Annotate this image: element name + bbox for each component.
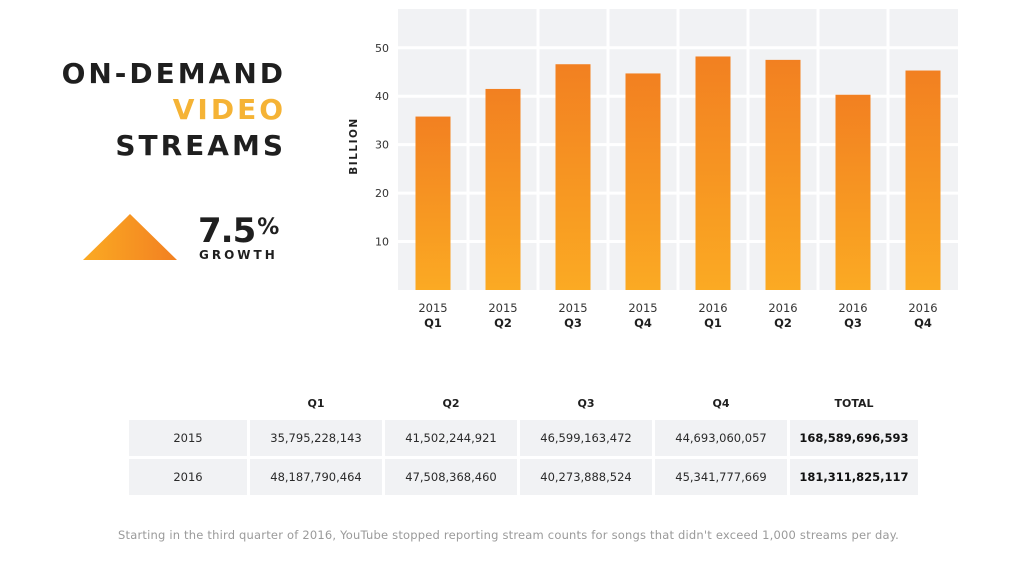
title-line-1: ON-DEMAND xyxy=(61,57,286,90)
table-header-q3: Q3 xyxy=(577,396,595,410)
cell-q3: 46,599,163,472 xyxy=(520,420,652,456)
growth-triangle-icon xyxy=(83,214,177,260)
x-tick-year: 2015 xyxy=(558,301,587,315)
bar xyxy=(415,116,451,290)
cell-q3: 40,273,888,524 xyxy=(520,459,652,495)
x-tick-year: 2016 xyxy=(908,301,937,315)
bar xyxy=(485,88,521,290)
y-tick-label: 40 xyxy=(375,90,389,103)
y-tick-label: 10 xyxy=(375,236,389,249)
x-tick-year: 2015 xyxy=(628,301,657,315)
bar xyxy=(625,73,661,290)
growth-number: 7.5 xyxy=(198,211,256,251)
cell-q2: 47,508,368,460 xyxy=(385,459,517,495)
x-tick-quarter: Q1 xyxy=(704,316,722,330)
bar xyxy=(555,64,591,290)
bar xyxy=(765,59,801,290)
x-tick-quarter: Q2 xyxy=(774,316,792,330)
growth-unit: % xyxy=(257,215,280,240)
table-header-q1: Q1 xyxy=(307,396,325,410)
row-year: 2015 xyxy=(129,420,247,456)
bar xyxy=(835,94,871,290)
x-tick-year: 2016 xyxy=(838,301,867,315)
stream-count-table: Q1 Q2 Q3 Q4 TOTAL 2015 35,795,228,143 41… xyxy=(126,386,921,498)
x-tick-quarter: Q3 xyxy=(564,316,582,330)
x-tick-year: 2015 xyxy=(488,301,517,315)
cell-q1: 35,795,228,143 xyxy=(250,420,382,456)
y-tick-label: 30 xyxy=(375,139,389,152)
x-tick-quarter: Q4 xyxy=(914,316,932,330)
growth-value: 7.5% xyxy=(198,208,279,251)
cell-q4: 44,693,060,057 xyxy=(655,420,787,456)
x-tick-quarter: Q3 xyxy=(844,316,862,330)
x-tick-quarter: Q4 xyxy=(634,316,652,330)
x-tick-quarter: Q1 xyxy=(424,316,442,330)
table-row: 2015 35,795,228,143 41,502,244,921 46,59… xyxy=(129,420,918,456)
x-tick-year: 2016 xyxy=(698,301,727,315)
y-tick-label: 20 xyxy=(375,187,389,200)
title-line-3: STREAMS xyxy=(115,129,286,162)
cell-total: 168,589,696,593 xyxy=(790,420,918,456)
cell-total: 181,311,825,117 xyxy=(790,459,918,495)
table-header-q4: Q4 xyxy=(712,396,730,410)
table-row: 2016 48,187,790,464 47,508,368,460 40,27… xyxy=(129,459,918,495)
y-axis-label: BILLION xyxy=(348,117,360,174)
cell-q2: 41,502,244,921 xyxy=(385,420,517,456)
table-header-row: Q1 Q2 Q3 Q4 TOTAL xyxy=(129,389,918,417)
y-tick-label: 50 xyxy=(375,42,389,55)
x-tick-year: 2015 xyxy=(418,301,447,315)
title-block: ON-DEMAND VIDEO STREAMS xyxy=(40,56,286,164)
bar xyxy=(905,70,941,290)
bar xyxy=(695,56,731,290)
x-tick-quarter: Q2 xyxy=(494,316,512,330)
row-year: 2016 xyxy=(129,459,247,495)
table-header-q2: Q2 xyxy=(442,396,460,410)
table-header-total: TOTAL xyxy=(834,396,874,410)
cell-q4: 45,341,777,669 xyxy=(655,459,787,495)
title-line-2: VIDEO xyxy=(172,93,286,126)
cell-q1: 48,187,790,464 xyxy=(250,459,382,495)
growth-label: GROWTH xyxy=(199,248,278,262)
x-tick-year: 2016 xyxy=(768,301,797,315)
table-header-cell xyxy=(129,389,247,417)
footnote: Starting in the third quarter of 2016, Y… xyxy=(117,528,900,542)
